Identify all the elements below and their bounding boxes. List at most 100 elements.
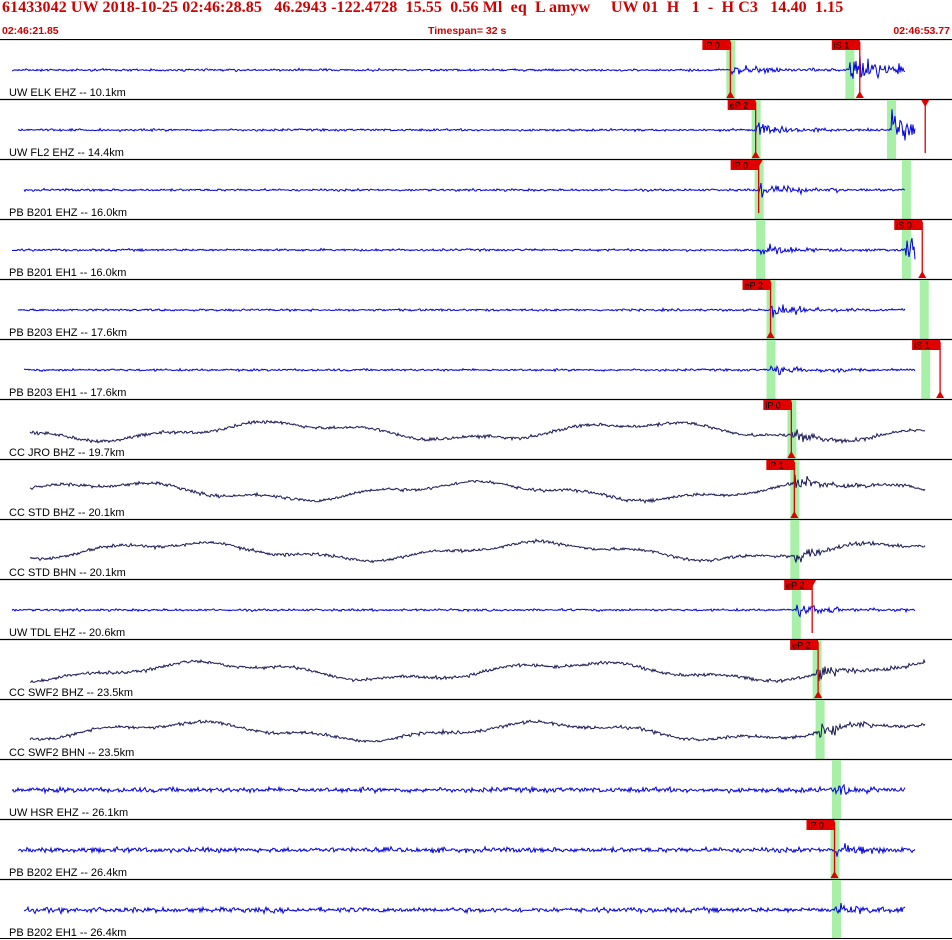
trace-panel[interactable]: PB B201 EHZ -- 16.0km iP 0 — [0, 158, 952, 220]
station-label: PB B202 EHZ -- 26.4km — [9, 867, 127, 879]
event-header: 61433042 UW 2018-10-25 02:46:28.85 46.29… — [0, 0, 952, 37]
pick-arrow-up-icon — [936, 391, 945, 398]
phase-pick-marker[interactable]: iS 0 — [894, 220, 927, 278]
pick-arrow-up-icon — [787, 451, 796, 458]
station-label: CC STD BHZ -- 20.1km — [9, 507, 125, 519]
station-label: UW FL2 EHZ -- 14.4km — [9, 147, 124, 159]
pick-flag — [727, 100, 756, 110]
pick-flag — [730, 160, 759, 170]
pick-label: eP 2 — [730, 101, 748, 111]
phase-pick-marker[interactable]: iS 1 — [831, 40, 864, 98]
phase-pick-marker[interactable]: iP 0 — [730, 160, 763, 213]
trace-panel[interactable]: PB B203 EHZ -- 17.6km eP 2 — [0, 278, 952, 340]
s-window-band — [919, 280, 929, 339]
phase-pick-marker[interactable]: iP 0 — [702, 40, 735, 98]
waveform-trace — [23, 364, 916, 375]
waveform-trace — [29, 719, 926, 744]
trace-panel[interactable]: PB B203 EH1 -- 17.6km iS 1 — [0, 338, 952, 400]
pick-arrow-up-icon — [790, 511, 799, 518]
p-window-band — [790, 520, 800, 579]
waveform-trace — [29, 419, 926, 445]
trace-panel[interactable]: UW TDL EHZ -- 20.6km eP 2 — [0, 578, 952, 640]
pick-label: iS 0 — [896, 221, 912, 231]
trace-panel[interactable]: UW HSR EHZ -- 26.1kmiS 1 — [0, 758, 952, 820]
pick-arrow-up-icon — [726, 91, 735, 98]
station-label: UW ELK EHZ -- 10.1km — [9, 87, 126, 99]
pick-arrow-down-icon — [921, 100, 930, 107]
pick-arrow-up-icon — [766, 331, 775, 338]
pick-label: iP 1 — [768, 461, 783, 471]
station-label: PB B201 EH1 -- 16.0km — [9, 267, 126, 279]
event-summary: 61433042 UW 2018-10-25 02:46:28.85 46.29… — [2, 0, 844, 16]
station-label: PB B202 EH1 -- 26.4km — [9, 927, 126, 939]
waveform-trace — [17, 843, 916, 857]
phase-pick-marker[interactable]: iS 1 — [912, 340, 945, 398]
waveform-trace — [29, 474, 926, 504]
pick-arrow-up-icon — [814, 691, 823, 698]
pick-flag — [806, 820, 835, 830]
trace-panel[interactable]: UW ELK EHZ -- 10.1km iP 0 iS 1 — [0, 39, 952, 100]
phase-pick-marker[interactable]: eP 2 — [790, 640, 823, 698]
trace-panel[interactable]: CC SWF2 BHZ -- 23.5km eP 2 — [0, 638, 952, 700]
station-label: UW HSR EHZ -- 26.1km — [9, 807, 128, 819]
p-window-band — [831, 760, 841, 819]
station-label: PB B203 EHZ -- 17.6km — [9, 327, 127, 339]
pick-arrow-up-icon — [830, 871, 839, 878]
pick-label: iP 0 — [808, 821, 823, 831]
waveform-trace — [23, 903, 906, 916]
pick-label: eP 2 — [745, 281, 763, 291]
pick-flag — [766, 460, 795, 470]
pick-flag — [831, 40, 860, 50]
waveform-trace — [29, 658, 926, 684]
pick-label: eP 2 — [786, 581, 804, 591]
p-window-band — [812, 640, 822, 699]
pick-label: iS 1 — [914, 341, 930, 351]
station-label: PB B201 EHZ -- 16.0km — [9, 207, 127, 219]
trace-panel[interactable]: PB B201 EH1 -- 16.0km iS 0 — [0, 218, 952, 280]
waveform-trace — [17, 109, 916, 141]
pick-flag — [742, 280, 771, 290]
station-label: CC SWF2 BHN -- 23.5km — [9, 747, 134, 759]
trace-panel[interactable]: UW FL2 EHZ -- 14.4km eP 2 — [0, 98, 952, 160]
pick-label: eP 2 — [792, 641, 810, 651]
phase-pick-marker[interactable]: iP 1 — [766, 460, 799, 518]
trace-panel[interactable]: CC JRO BHZ -- 19.7km iP 0 — [0, 398, 952, 460]
phase-pick-marker[interactable]: iP 0 — [806, 820, 839, 878]
pick-flag — [702, 40, 731, 50]
seismogram-panel[interactable]: UW ELK EHZ -- 10.1km iP 0 iS 1 UW FL2 EHZ -… — [0, 39, 952, 940]
pick-flag — [912, 340, 941, 350]
station-label: CC STD BHN -- 20.1km — [9, 567, 126, 579]
waveform-trace — [12, 237, 916, 260]
pick-arrow-down-icon — [754, 160, 763, 167]
waveform-trace — [11, 783, 906, 796]
trace-panel[interactable]: CC STD BHZ -- 20.1km iP 1 — [0, 458, 952, 520]
s-window-band — [921, 340, 931, 399]
trace-panel[interactable]: CC STD BHN -- 20.1kmiS 0 — [0, 518, 952, 580]
pick-label: iP 0 — [704, 41, 719, 51]
phase-pick-marker[interactable]: eP 2 — [742, 280, 775, 338]
p-window-band — [766, 340, 776, 399]
s-window-band — [901, 160, 911, 219]
pick-arrow-up-icon — [751, 151, 760, 158]
pick-flag — [790, 640, 819, 650]
pick-arrow-down-icon — [808, 580, 817, 587]
waveform-trace — [29, 538, 926, 564]
pick-label: iP 0 — [765, 401, 780, 411]
trace-panel[interactable]: PB B202 EH1 -- 26.4kmiS 0 — [0, 878, 952, 940]
p-window-band — [815, 700, 825, 759]
waveform-trace — [23, 182, 906, 198]
s-window-band — [887, 100, 897, 159]
phase-pick-marker[interactable]: eP 2 — [784, 580, 817, 633]
trace-panel[interactable]: PB B202 EHZ -- 26.4km iP 0 — [0, 818, 952, 880]
phase-pick-marker[interactable] — [921, 100, 930, 153]
p-window-band — [756, 220, 766, 279]
s-window-band — [845, 40, 855, 99]
timespan-label: Timespan= 32 s — [428, 25, 507, 37]
pick-label: iP 0 — [733, 161, 748, 171]
phase-pick-marker[interactable]: eP 2 — [727, 100, 760, 158]
trace-panel[interactable]: CC SWF2 BHN -- 23.5kmiS 1 — [0, 698, 952, 760]
waveform-trace — [11, 604, 916, 618]
phase-pick-marker[interactable]: iP 0 — [763, 400, 796, 458]
station-label: PB B203 EH1 -- 17.6km — [9, 387, 126, 399]
pick-flag — [894, 220, 923, 230]
